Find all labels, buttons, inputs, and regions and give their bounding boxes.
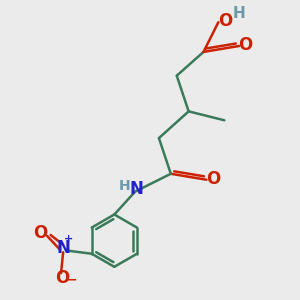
Text: O: O <box>206 170 220 188</box>
Text: N: N <box>56 239 70 257</box>
Text: O: O <box>218 12 232 30</box>
Text: O: O <box>33 224 48 242</box>
Text: N: N <box>130 180 144 198</box>
Text: −: − <box>67 274 78 287</box>
Text: H: H <box>119 179 130 193</box>
Text: O: O <box>238 36 253 54</box>
Text: O: O <box>56 268 70 286</box>
Text: H: H <box>232 6 245 21</box>
Text: +: + <box>64 234 73 244</box>
